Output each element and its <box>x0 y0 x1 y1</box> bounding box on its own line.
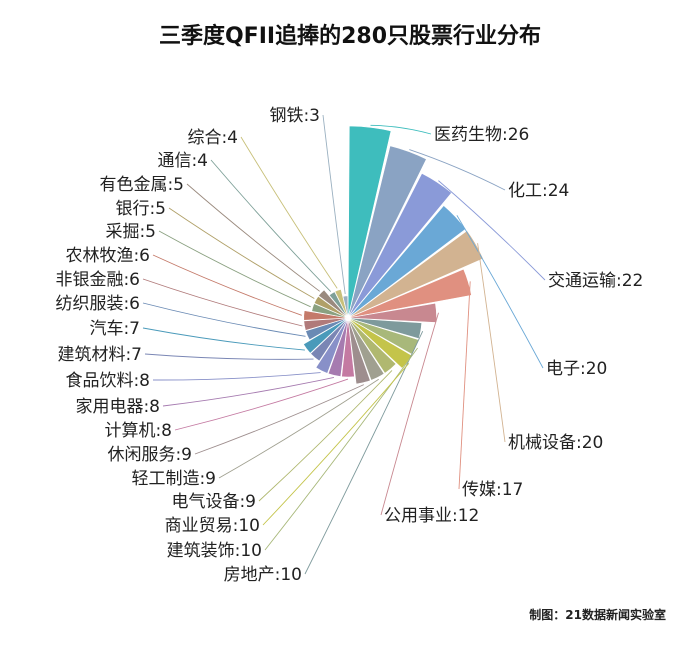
rose-slice-23 <box>313 295 349 319</box>
slice-label-11: 电气设备:9 <box>171 492 256 512</box>
leader-line-1 <box>370 124 432 135</box>
leader-line-2 <box>409 149 506 191</box>
rose-slice-16 <box>315 317 349 374</box>
leader-line-22 <box>158 230 311 308</box>
rose-slice-17 <box>310 317 349 362</box>
leader-line-12 <box>218 378 379 479</box>
leader-line-13 <box>194 384 364 455</box>
leader-line-23 <box>168 207 315 299</box>
rose-slice-25 <box>328 291 349 319</box>
leader-line-4 <box>456 215 544 369</box>
leader-line-10 <box>262 363 410 526</box>
slice-label-4: 电子:20 <box>546 359 607 379</box>
slice-label-15: 家用电器:8 <box>75 397 160 417</box>
rose-slice-26 <box>334 288 349 319</box>
leader-line-18 <box>142 327 305 351</box>
chart-title: 三季度QFII追捧的280只股票行业分布 <box>158 24 542 49</box>
slice-label-27: 钢铁:3 <box>269 106 320 126</box>
leader-line-17 <box>144 353 314 360</box>
slice-label-26: 综合:4 <box>187 128 238 148</box>
leader-line-24 <box>186 183 320 292</box>
slice-label-14: 计算机:8 <box>104 421 172 441</box>
rose-slice-13 <box>347 317 371 385</box>
rose-slice-19 <box>305 317 349 341</box>
slice-label-12: 轻工制造:9 <box>131 469 216 489</box>
slice-label-2: 化工:24 <box>508 181 569 201</box>
slice-label-1: 医药生物:26 <box>434 125 529 145</box>
leader-line-14 <box>174 378 349 431</box>
slice-label-13: 休闲服务:9 <box>107 445 192 465</box>
slice-label-19: 纺织服装:6 <box>55 294 140 314</box>
rose-slice-27 <box>342 295 349 319</box>
slice-label-23: 银行:5 <box>115 199 166 219</box>
leader-line-8 <box>304 331 424 575</box>
rose-slice-12 <box>347 317 385 381</box>
slice-label-16: 食品饮料:8 <box>65 371 150 391</box>
rose-slice-7 <box>347 302 437 323</box>
slice-label-10: 商业贸易:10 <box>165 516 260 536</box>
rose-slice-2 <box>347 145 427 319</box>
slice-label-3: 交通运输:22 <box>548 271 643 291</box>
source-note: 制图：21数据新闻实验室 <box>529 608 666 622</box>
rose-slice-21 <box>303 310 349 321</box>
leader-line-11 <box>258 370 393 502</box>
leader-line-26 <box>240 136 338 289</box>
leader-line-21 <box>152 254 302 316</box>
leader-line-15 <box>162 376 334 407</box>
leader-line-20 <box>142 278 303 327</box>
rose-slice-20 <box>303 317 349 331</box>
leader-line-6 <box>458 281 471 490</box>
leader-line-25 <box>210 159 332 292</box>
leader-line-7 <box>380 312 439 516</box>
rose-slice-15 <box>327 317 349 377</box>
rose-slice-1 <box>347 125 392 319</box>
slice-label-6: 传媒:17 <box>462 480 523 500</box>
slice-label-24: 有色金属:5 <box>99 175 184 195</box>
rose-slice-6 <box>347 268 472 319</box>
leader-line-19 <box>142 302 306 337</box>
slice-label-8: 房地产:10 <box>224 565 302 585</box>
slice-label-17: 建筑材料:7 <box>57 345 142 365</box>
rose-slice-14 <box>341 317 355 378</box>
leader-line-27 <box>322 114 346 295</box>
rose-slice-5 <box>347 230 484 319</box>
slice-label-7: 公用事业:12 <box>384 506 479 526</box>
slice-label-5: 机械设备:20 <box>508 433 603 453</box>
leader-line-3 <box>438 180 546 281</box>
rose-slice-18 <box>302 317 349 354</box>
leader-line-5 <box>477 243 506 443</box>
slice-label-21: 农林牧渔:6 <box>65 246 150 266</box>
slice-label-25: 通信:4 <box>157 151 208 171</box>
rose-slice-22 <box>311 303 349 319</box>
rose-slice-3 <box>347 172 453 319</box>
rose-slice-11 <box>347 317 397 374</box>
slice-label-18: 汽车:7 <box>89 319 140 339</box>
rose-slice-24 <box>318 289 349 319</box>
slice-label-9: 建筑装饰:10 <box>167 541 262 561</box>
slice-label-20: 非银金融:6 <box>55 270 140 290</box>
slice-label-22: 采掘:5 <box>105 222 156 242</box>
rose-slice-4 <box>347 205 467 319</box>
leader-line-16 <box>152 372 321 381</box>
leader-line-9 <box>264 347 418 551</box>
